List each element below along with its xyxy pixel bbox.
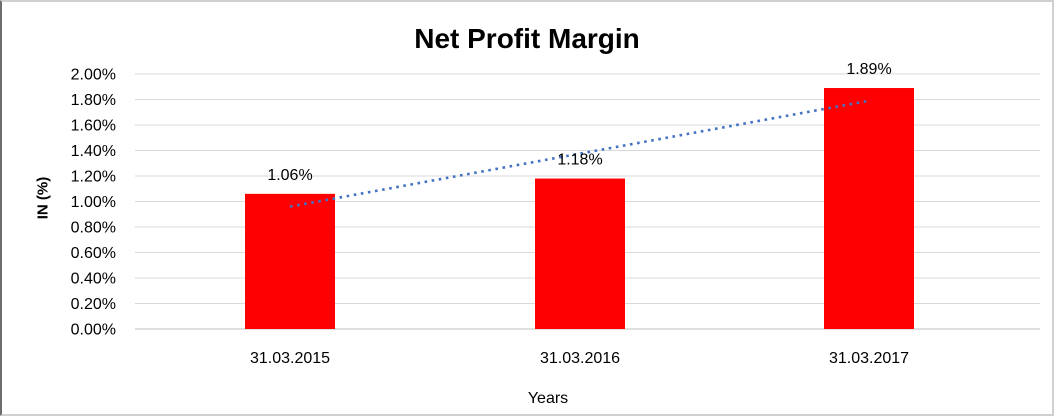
bar-31.03.2017: [824, 88, 914, 330]
y-tick-label: 0.80%: [71, 220, 116, 237]
y-tick-label: 1.00%: [71, 194, 116, 211]
x-axis-title: Years: [527, 390, 569, 407]
bar-31.03.2016: [535, 178, 625, 329]
y-tick-label: 1.40%: [71, 143, 116, 160]
y-tick-label: 0.00%: [71, 322, 116, 339]
trendline: [289, 99, 870, 208]
bar-31.03.2015: [245, 193, 335, 329]
y-tick-label: 0.60%: [71, 245, 116, 262]
y-tick-label: 1.80%: [71, 92, 116, 109]
y-tick-label: 2.00%: [71, 67, 116, 84]
x-category-label: 31.03.2017: [829, 350, 909, 367]
x-category-label: 31.03.2016: [540, 350, 620, 367]
data-label: 1.89%: [846, 61, 891, 78]
data-label: 1.06%: [267, 167, 312, 184]
y-tick-label: 1.60%: [71, 118, 116, 135]
chart-title: Net Profit Margin: [414, 23, 640, 54]
x-category-label: 31.03.2015: [250, 350, 330, 367]
y-tick-label: 0.20%: [71, 296, 116, 313]
y-tick-label: 1.20%: [71, 169, 116, 186]
y-tick-label: 0.40%: [71, 271, 116, 288]
data-label: 1.18%: [557, 152, 602, 169]
